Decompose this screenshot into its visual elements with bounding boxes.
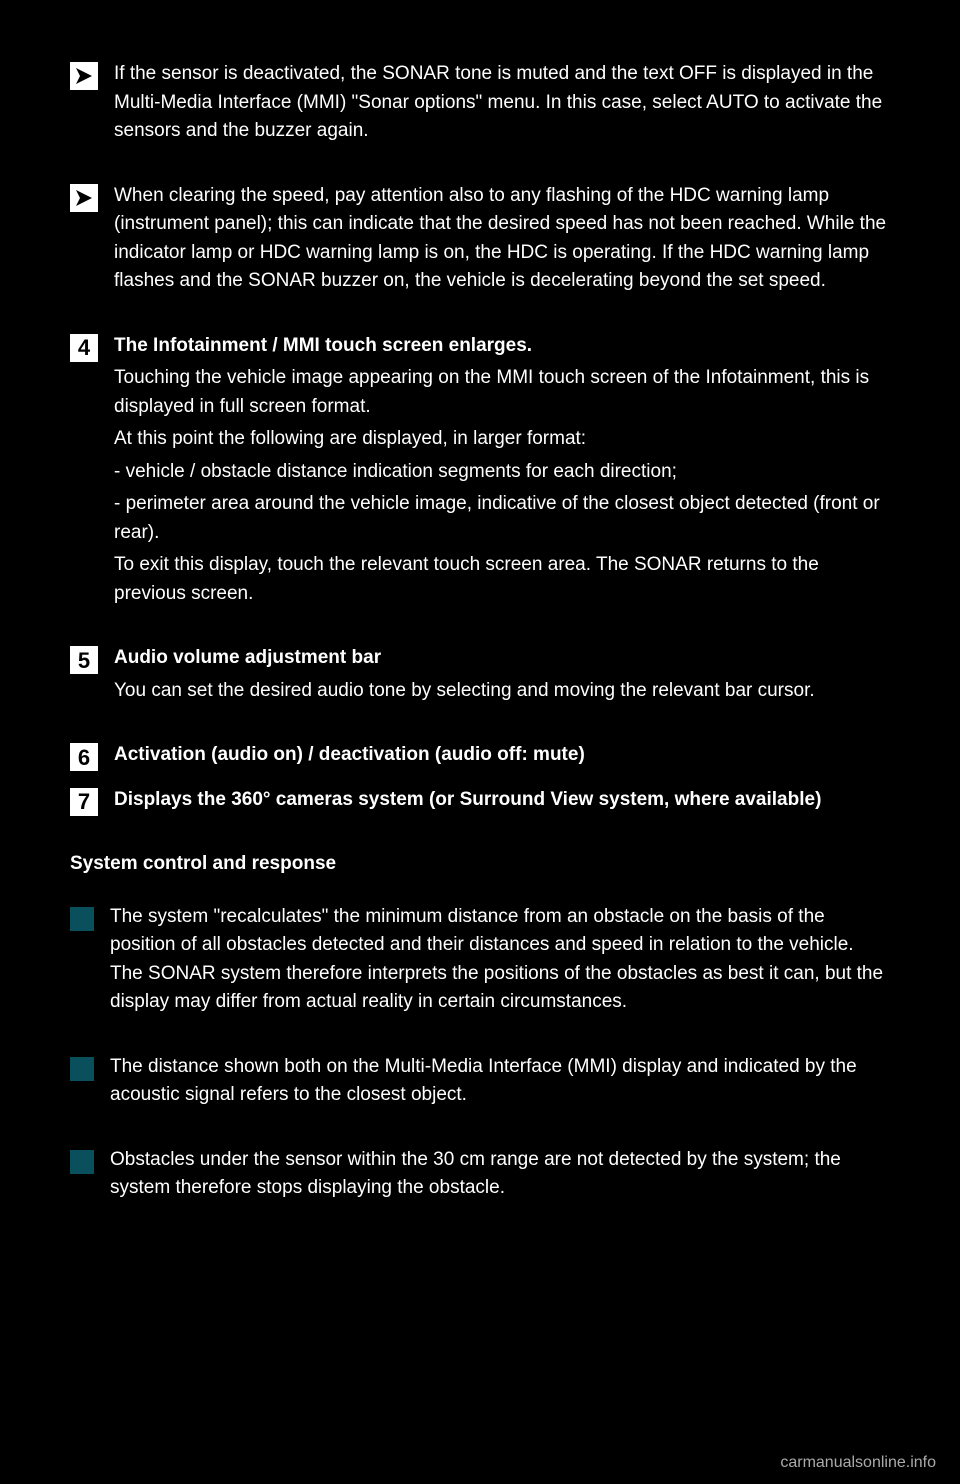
- arrow-icon: [70, 184, 98, 212]
- paragraph: - vehicle / obstacle distance indication…: [114, 458, 890, 487]
- list-item-square-1: The system "recalculates" the minimum di…: [70, 903, 890, 1021]
- paragraph: If the sensor is deactivated, the SONAR …: [114, 60, 890, 146]
- section-heading: System control and response: [70, 850, 890, 879]
- arrow-icon: [70, 62, 98, 90]
- paragraph: The system "recalculates" the minimum di…: [110, 903, 890, 1017]
- list-item-number-7: 7 Displays the 360° cameras system (or S…: [70, 786, 890, 819]
- list-item-square-2: The distance shown both on the Multi-Med…: [70, 1053, 890, 1114]
- square-bullet-icon: [70, 1150, 94, 1174]
- number-marker-5: 5: [70, 646, 98, 674]
- paragraph: - perimeter area around the vehicle imag…: [114, 490, 890, 547]
- watermark-text: carmanualsonline.info: [780, 1454, 936, 1472]
- paragraph: You can set the desired audio tone by se…: [114, 677, 890, 706]
- number-marker-7: 7: [70, 788, 98, 816]
- paragraph-bold: Audio volume adjustment bar: [114, 644, 890, 673]
- list-item-text: The system "recalculates" the minimum di…: [110, 903, 890, 1021]
- list-item-number-5: 5 Audio volume adjustment bar You can se…: [70, 644, 890, 709]
- paragraph-bold: The Infotainment / MMI touch screen enla…: [114, 332, 890, 361]
- list-item-number-4: 4 The Infotainment / MMI touch screen en…: [70, 332, 890, 613]
- list-item-number-6: 6 Activation (audio on) / deactivation (…: [70, 741, 890, 774]
- list-item-arrow-2: When clearing the speed, pay attention a…: [70, 182, 890, 300]
- list-item-text: The Infotainment / MMI touch screen enla…: [114, 332, 890, 613]
- paragraph: Touching the vehicle image appearing on …: [114, 364, 890, 421]
- paragraph: Obstacles under the sensor within the 30…: [110, 1146, 890, 1203]
- square-bullet-icon: [70, 1057, 94, 1081]
- paragraph: To exit this display, touch the relevant…: [114, 551, 890, 608]
- paragraph: The distance shown both on the Multi-Med…: [110, 1053, 890, 1110]
- number-marker-6: 6: [70, 743, 98, 771]
- list-item-text: Displays the 360° cameras system (or Sur…: [114, 786, 890, 819]
- paragraph: At this point the following are displaye…: [114, 425, 890, 454]
- list-item-arrow-1: If the sensor is deactivated, the SONAR …: [70, 60, 890, 150]
- paragraph-bold: Displays the 360° cameras system (or Sur…: [114, 786, 890, 815]
- list-item-text: Activation (audio on) / deactivation (au…: [114, 741, 890, 774]
- list-item-square-3: Obstacles under the sensor within the 30…: [70, 1146, 890, 1207]
- list-item-text: Audio volume adjustment bar You can set …: [114, 644, 890, 709]
- list-item-text: Obstacles under the sensor within the 30…: [110, 1146, 890, 1207]
- square-bullet-icon: [70, 907, 94, 931]
- paragraph: When clearing the speed, pay attention a…: [114, 182, 890, 296]
- list-item-text: The distance shown both on the Multi-Med…: [110, 1053, 890, 1114]
- paragraph-bold: Activation (audio on) / deactivation (au…: [114, 741, 890, 770]
- list-item-text: When clearing the speed, pay attention a…: [114, 182, 890, 300]
- list-item-text: If the sensor is deactivated, the SONAR …: [114, 60, 890, 150]
- number-marker-4: 4: [70, 334, 98, 362]
